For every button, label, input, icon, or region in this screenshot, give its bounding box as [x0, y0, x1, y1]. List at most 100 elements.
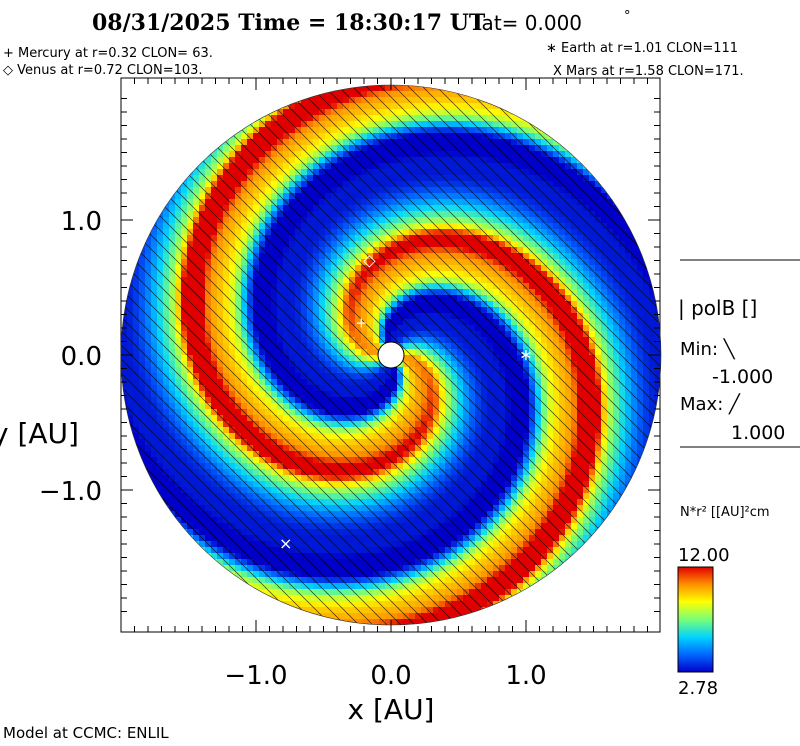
- heatmap-cell: [235, 145, 242, 152]
- heatmap-cell: [205, 217, 212, 224]
- heatmap-cell: [481, 127, 488, 134]
- heatmap-cell: [271, 265, 278, 272]
- heatmap-cell: [379, 277, 386, 284]
- heatmap-cell: [451, 421, 458, 428]
- heatmap-cell: [457, 427, 464, 434]
- heatmap-cell: [325, 121, 332, 128]
- heatmap-cell: [199, 253, 206, 260]
- heatmap-cell: [283, 145, 290, 152]
- heatmap-cell: [475, 91, 482, 98]
- heatmap-cell: [313, 385, 320, 392]
- heatmap-cell: [385, 187, 392, 194]
- heatmap-cell: [421, 439, 428, 446]
- heatmap-cell: [619, 433, 626, 440]
- heatmap-cell: [427, 295, 434, 302]
- heatmap-cell: [529, 253, 536, 260]
- heatmap-cell: [313, 175, 320, 182]
- heatmap-cell: [445, 217, 452, 224]
- heatmap-cell: [241, 445, 248, 452]
- heatmap-cell: [325, 187, 332, 194]
- heatmap-cell: [481, 253, 488, 260]
- heatmap-cell: [475, 163, 482, 170]
- heatmap-cell: [337, 139, 344, 146]
- heatmap-cell: [643, 373, 650, 380]
- heatmap-cell: [493, 379, 500, 386]
- heatmap-cell: [613, 325, 620, 332]
- heatmap-cell: [187, 391, 194, 398]
- heatmap-cell: [565, 193, 572, 200]
- heatmap-cell: [289, 451, 296, 458]
- heatmap-cell: [427, 127, 434, 134]
- heatmap-cell: [535, 373, 542, 380]
- heatmap-cell: [613, 313, 620, 320]
- heatmap-cell: [421, 235, 428, 242]
- heatmap-cell: [199, 205, 206, 212]
- heatmap-cell: [559, 415, 566, 422]
- heatmap-cell: [145, 265, 152, 272]
- heatmap-cell: [223, 373, 230, 380]
- heatmap-cell: [307, 439, 314, 446]
- heatmap-cell: [427, 331, 434, 338]
- heatmap-cell: [409, 175, 416, 182]
- heatmap-cell: [133, 391, 140, 398]
- heatmap-cell: [481, 307, 488, 314]
- heatmap-cell: [229, 337, 236, 344]
- heatmap-cell: [517, 145, 524, 152]
- heatmap-cell: [169, 349, 176, 356]
- heatmap-cell: [385, 421, 392, 428]
- heatmap-cell: [379, 265, 386, 272]
- heatmap-cell: [589, 433, 596, 440]
- heatmap-cell: [211, 199, 218, 206]
- heatmap-cell: [367, 319, 374, 326]
- heatmap-cell: [571, 331, 578, 338]
- heatmap-cell: [379, 325, 386, 332]
- heatmap-cell: [613, 247, 620, 254]
- heatmap-cell: [181, 397, 188, 404]
- heatmap-cell: [391, 91, 398, 98]
- heatmap-cell: [433, 403, 440, 410]
- heatmap-cell: [355, 139, 362, 146]
- heatmap-cell: [631, 403, 638, 410]
- heatmap-cell: [559, 199, 566, 206]
- heatmap-cell: [559, 205, 566, 212]
- heatmap-cell: [373, 439, 380, 446]
- heatmap-cell: [391, 109, 398, 116]
- heatmap-cell: [265, 217, 272, 224]
- heatmap-cell: [415, 253, 422, 260]
- heatmap-cell: [337, 193, 344, 200]
- heatmap-cell: [571, 457, 578, 464]
- heatmap-cell: [253, 361, 260, 368]
- heatmap-cell: [187, 175, 194, 182]
- heatmap-cell: [367, 229, 374, 236]
- heatmap-cell: [361, 271, 368, 278]
- heatmap-cell: [229, 385, 236, 392]
- heatmap-cell: [643, 253, 650, 260]
- heatmap-cell: [337, 439, 344, 446]
- heatmap-cell: [127, 409, 134, 416]
- heatmap-cell: [535, 127, 542, 134]
- heatmap-cell: [505, 385, 512, 392]
- heatmap-cell: [175, 241, 182, 248]
- heatmap-cell: [505, 205, 512, 212]
- heatmap-cell: [499, 115, 506, 122]
- heatmap-cell: [181, 187, 188, 194]
- heatmap-cell: [631, 457, 638, 464]
- heatmap-cell: [583, 229, 590, 236]
- heatmap-cell: [271, 235, 278, 242]
- heatmap-cell: [169, 433, 176, 440]
- heatmap-cell: [481, 175, 488, 182]
- heatmap-cell: [133, 355, 140, 362]
- heatmap-cell: [517, 253, 524, 260]
- heatmap-cell: [313, 205, 320, 212]
- heatmap-cell: [259, 361, 266, 368]
- heatmap-cell: [439, 283, 446, 290]
- heatmap-cell: [565, 421, 572, 428]
- heatmap-cell: [469, 319, 476, 326]
- heatmap-cell: [307, 229, 314, 236]
- heatmap-cell: [301, 403, 308, 410]
- heatmap-cell: [133, 457, 140, 464]
- heatmap-cell: [331, 391, 338, 398]
- heatmap-cell: [217, 445, 224, 452]
- heatmap-cell: [133, 247, 140, 254]
- heatmap-cell: [121, 355, 128, 362]
